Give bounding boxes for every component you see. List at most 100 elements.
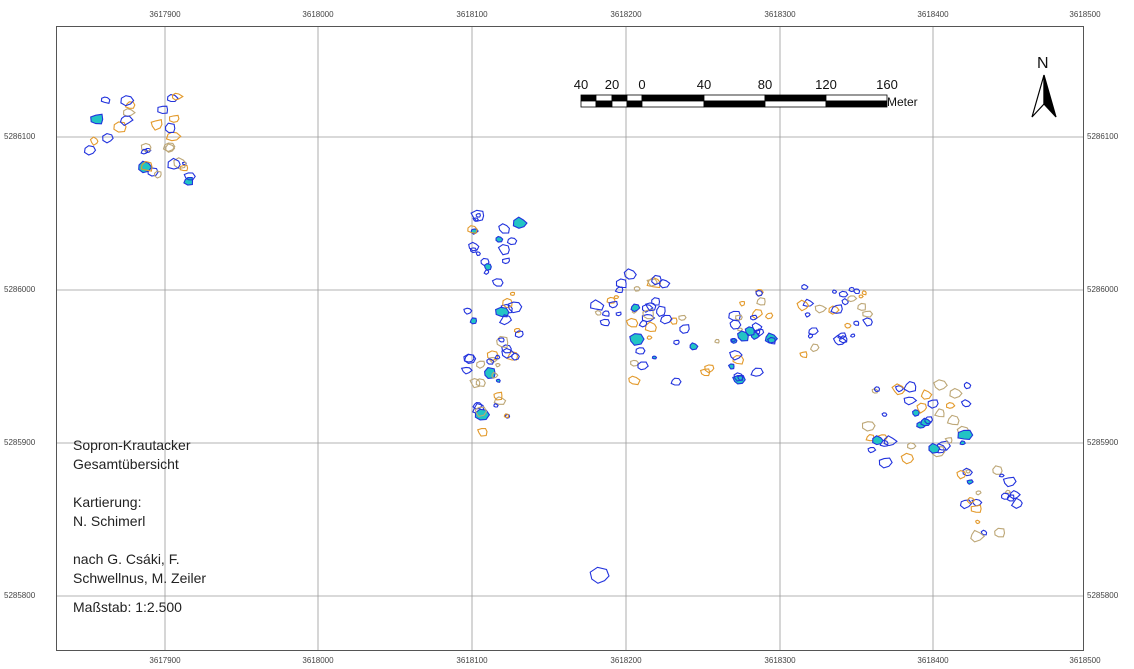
- y-tick-right: 5285900: [1087, 439, 1118, 447]
- scale-bar-label: 80: [758, 77, 772, 92]
- feature-outline: [904, 382, 916, 392]
- feature-outline: [647, 336, 652, 339]
- feature-outline: [170, 115, 179, 122]
- feature-outline: [630, 334, 644, 346]
- feature-outline: [103, 134, 113, 143]
- scale-bar-segment: [612, 95, 627, 101]
- feature-outline: [679, 315, 686, 320]
- feature-outline: [470, 379, 480, 388]
- feature-outline: [740, 302, 745, 307]
- feature-outline: [815, 305, 826, 313]
- feature-outline: [715, 339, 719, 343]
- feature-outline: [863, 422, 876, 431]
- feature-outline: [114, 122, 126, 132]
- feature-outline: [690, 343, 698, 350]
- feature-outline: [462, 367, 472, 374]
- feature-outline: [680, 325, 689, 334]
- feature-outline: [657, 306, 666, 316]
- feature-outline: [1005, 490, 1010, 493]
- map-title: Sopron-Krautacker: [73, 436, 293, 455]
- mapping-author: N. Schimerl: [73, 512, 293, 531]
- scale-bar-segment: [581, 95, 596, 101]
- feature-outline: [513, 217, 527, 228]
- scale-bar-segment: [826, 95, 887, 101]
- feature-outline: [639, 321, 646, 327]
- feature-outline: [976, 491, 981, 495]
- feature-outline: [730, 320, 741, 329]
- feature-outline: [863, 311, 873, 317]
- feature-outline: [494, 392, 502, 400]
- feature-outline: [993, 466, 1002, 474]
- feature-outline: [91, 114, 103, 124]
- feature-outline: [471, 210, 484, 221]
- feature-outline: [499, 338, 505, 342]
- feature-outline: [121, 116, 133, 125]
- feature-outline: [603, 311, 610, 316]
- feature-outline: [935, 409, 944, 417]
- feature-outline: [151, 120, 162, 130]
- feature-outline: [496, 364, 500, 367]
- scale-bar-segment: [765, 101, 826, 107]
- feature-outline: [101, 97, 109, 103]
- feature-outline: [859, 295, 863, 298]
- feature-outline: [948, 415, 960, 424]
- feature-outline: [976, 520, 980, 523]
- feature-outline: [854, 321, 859, 325]
- x-tick-top: 3618500: [1069, 11, 1100, 19]
- scale-bar-segment: [826, 101, 887, 107]
- feature-outline: [863, 318, 872, 326]
- feature-outline: [1004, 477, 1017, 486]
- x-tick-bottom: 3617900: [149, 657, 180, 665]
- scale-bar-segment: [765, 95, 826, 101]
- x-tick-bottom: 3618300: [764, 657, 795, 665]
- feature-outline: [966, 470, 970, 473]
- feature-outline: [634, 287, 640, 292]
- feature-outline: [85, 146, 96, 155]
- scale-bar-segment: [704, 95, 765, 101]
- feature-outline: [802, 285, 808, 290]
- feature-outline: [904, 397, 916, 405]
- feature-outline: [511, 292, 515, 295]
- feature-outline: [729, 364, 734, 369]
- feature-outline: [934, 380, 947, 390]
- feature-outline: [484, 264, 491, 271]
- north-arrow-left: [1032, 75, 1044, 117]
- feature-outline: [477, 361, 485, 368]
- x-tick-bottom: 3618100: [456, 657, 487, 665]
- feature-outline: [947, 403, 955, 409]
- feature-outline: [609, 302, 617, 308]
- source-line-1: nach G. Csáki, F.: [73, 550, 293, 569]
- map-scale: Maßstab: 1:2.500: [73, 598, 293, 617]
- feature-outline: [124, 109, 135, 117]
- scale-bar-segment: [642, 101, 704, 107]
- feature-outline: [805, 313, 810, 317]
- y-tick-left: 5285800: [4, 592, 35, 600]
- scale-bar-segment: [642, 95, 704, 101]
- feature-outline: [961, 500, 972, 509]
- feature-outline: [631, 304, 640, 312]
- feature-outline: [921, 390, 931, 399]
- feature-outline: [971, 505, 981, 512]
- feature-outline: [848, 296, 857, 302]
- x-tick-bottom: 3618000: [302, 657, 333, 665]
- feature-outline: [995, 528, 1005, 537]
- feature-outline: [854, 289, 860, 294]
- feature-outline: [800, 352, 807, 358]
- feature-outline: [631, 360, 639, 366]
- feature-outline: [849, 288, 854, 292]
- scale-bar-label: 120: [815, 77, 837, 92]
- scale-bar-segment: [596, 95, 612, 101]
- feature-outline: [184, 178, 193, 186]
- feature-outline: [671, 378, 681, 385]
- x-tick-top: 3618200: [610, 11, 641, 19]
- feature-outline: [868, 448, 876, 453]
- map-subtitle: Gesamtübersicht: [73, 455, 293, 474]
- feature-outline: [627, 319, 638, 327]
- feature-outline: [166, 123, 175, 132]
- y-tick-left: 5286000: [4, 286, 35, 294]
- feature-outline: [614, 296, 619, 299]
- x-tick-top: 3618000: [302, 11, 333, 19]
- y-tick-left: 5285900: [4, 439, 35, 447]
- feature-outline: [499, 224, 510, 233]
- feature-outline: [476, 252, 480, 256]
